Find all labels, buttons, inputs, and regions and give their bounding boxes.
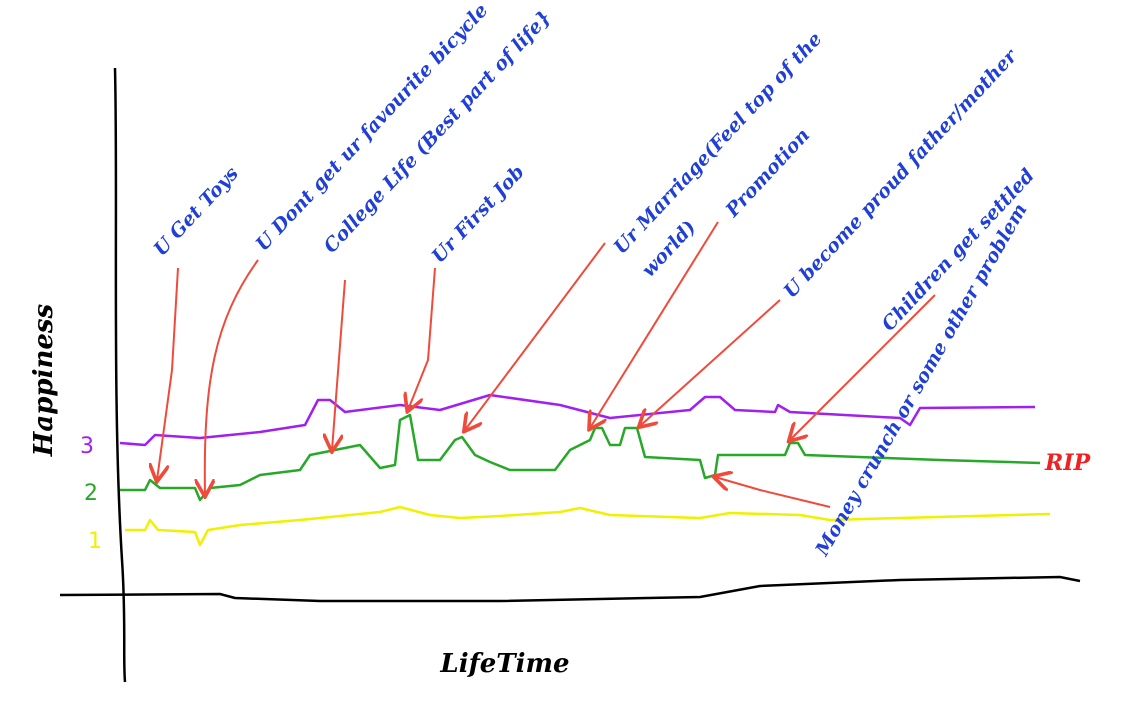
annotation: U Get Toys <box>150 162 244 260</box>
arrow <box>205 259 259 495</box>
y-axis-label: Happiness <box>29 303 59 457</box>
end-label: RIP <box>1044 450 1092 476</box>
annotation: Ur First Job <box>428 161 529 267</box>
line-label: 3 <box>80 434 94 459</box>
arrow <box>408 267 436 410</box>
arrow <box>715 477 831 508</box>
arrow <box>790 294 936 440</box>
y-axis <box>113 67 127 683</box>
line-label: 2 <box>84 481 98 506</box>
arrow <box>157 267 179 480</box>
line-1 <box>125 505 1051 547</box>
arrow <box>640 299 781 426</box>
line-3 <box>119 393 1036 447</box>
arrow <box>332 279 346 450</box>
x-axis-label: LifeTime <box>439 649 569 679</box>
line-label: 1 <box>88 529 102 554</box>
arrow <box>590 221 719 428</box>
x-axis <box>59 575 1081 603</box>
arrow <box>465 242 606 430</box>
annotation: Money crunch or some other problem <box>811 200 1032 561</box>
